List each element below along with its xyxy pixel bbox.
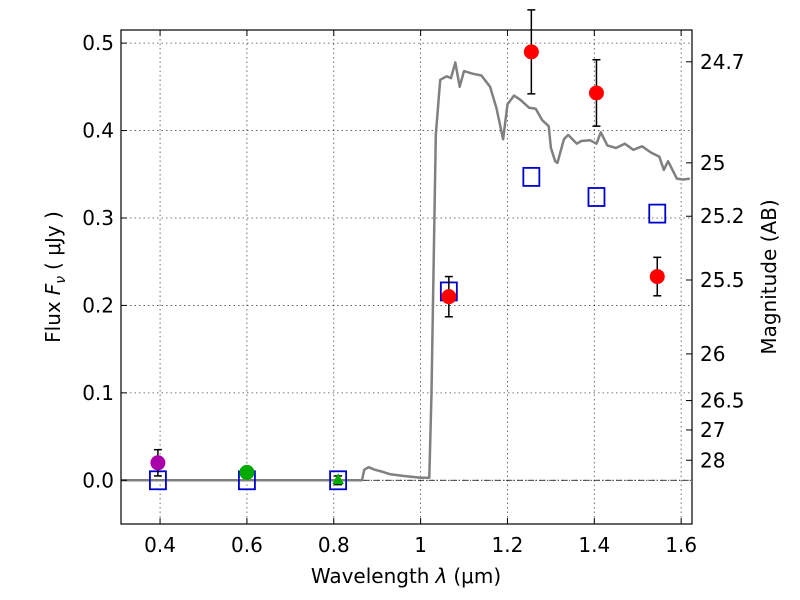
y2-axis-label: Magnitude (AB)	[757, 199, 781, 354]
x-tick-label: 1	[414, 533, 427, 557]
model-point-square	[587, 187, 606, 207]
x-tick-label: 0.4	[144, 533, 176, 557]
x-tick-label: 1.4	[578, 533, 610, 557]
y-tick-label: 0.0	[82, 468, 114, 492]
observed-point	[588, 85, 604, 101]
y-tick-label: 0.3	[82, 206, 114, 230]
mag-tick-label: 27	[700, 418, 725, 442]
observed-point	[150, 455, 166, 471]
model-point-square	[329, 470, 348, 491]
tick-layer: 0.4 0.6 0.8 1 1.2 1.4 1.6 0.0 0.1 0.2 0.3 0.4 0.5 24.…	[82, 30, 745, 557]
y-tick-label: 0.1	[82, 381, 114, 405]
mag-tick-label: 26	[700, 342, 725, 366]
y-tick-label: 0.5	[82, 31, 114, 55]
model-point-square	[648, 203, 667, 224]
mag-tick-label: 25.5	[700, 268, 745, 292]
observed-point-triangle	[332, 473, 345, 485]
mag-tick-label: 28	[700, 448, 725, 472]
sed-model-line	[121, 61, 690, 482]
model-point-square	[522, 166, 541, 187]
observed-point	[523, 44, 539, 60]
mag-tick-label: 25.2	[700, 204, 745, 228]
x-tick-label: 1.2	[492, 533, 524, 557]
y-axis-label: FluxFν( μJy )	[41, 211, 69, 343]
plot-frame	[120, 29, 693, 525]
observed-point	[441, 289, 457, 305]
y-tick-label: 0.4	[82, 119, 114, 143]
observed-point	[649, 269, 665, 285]
mag-tick-label: 26.5	[700, 389, 745, 413]
mag-tick-label: 24.7	[700, 50, 745, 74]
y-tick-label: 0.2	[82, 293, 114, 317]
x-axis-label: Wavelength λ (μm)	[311, 564, 501, 588]
plot-layer	[121, 9, 690, 491]
x-tick-label: 0.8	[318, 533, 350, 557]
x-tick-label: 1.6	[665, 533, 697, 557]
mag-tick-label: 25	[700, 151, 725, 175]
grid-layer	[121, 30, 692, 524]
x-tick-label: 0.6	[231, 533, 263, 557]
observed-point	[239, 464, 255, 480]
